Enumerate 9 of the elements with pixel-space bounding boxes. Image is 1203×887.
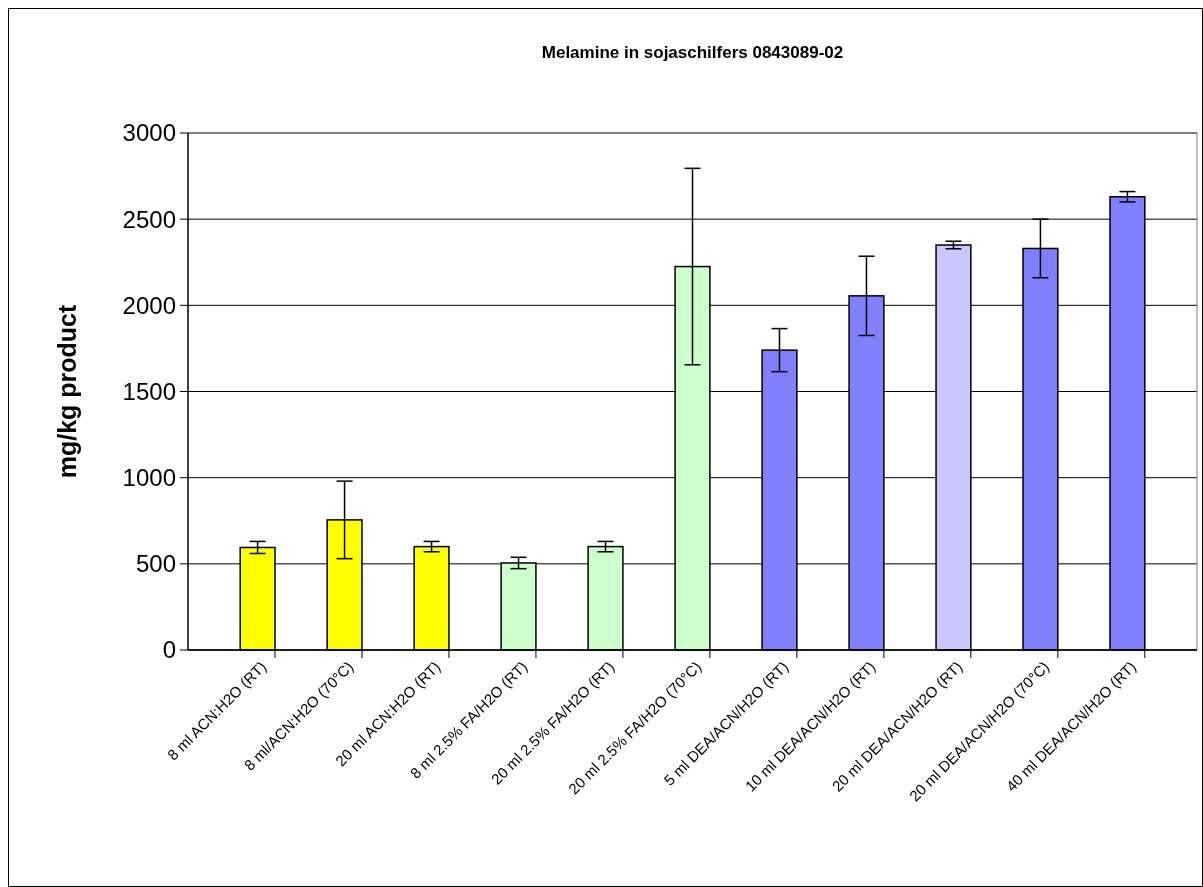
chart-title: Melamine in sojaschilfers 0843089-02: [541, 43, 844, 62]
y-tick-label: 2500: [122, 205, 176, 233]
y-tick-label: 0: [162, 636, 176, 664]
y-tick-label: 500: [135, 550, 176, 578]
y-axis-title: mg/kg product: [53, 304, 81, 479]
y-tick-label: 3000: [122, 119, 176, 147]
y-tick-label: 1000: [122, 464, 176, 492]
y-tick-label: 1500: [122, 377, 176, 405]
y-tick-label: 2000: [122, 291, 176, 319]
